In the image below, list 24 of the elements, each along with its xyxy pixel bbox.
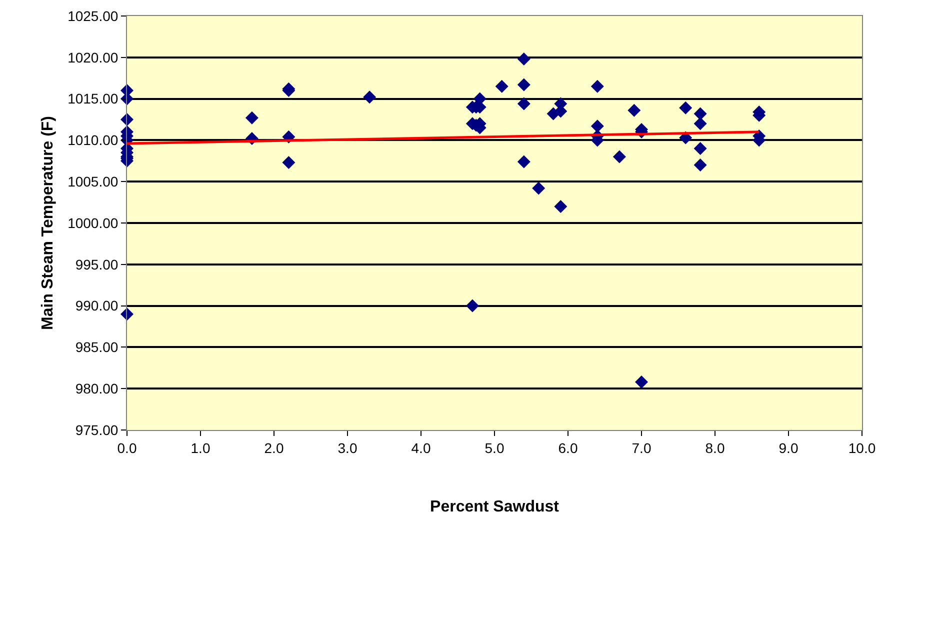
y-tick-label: 1010.00 [68, 132, 118, 148]
y-tick-label: 1020.00 [68, 49, 118, 66]
x-tick-label: 5.0 [484, 440, 504, 456]
y-tick-label: 980.00 [75, 380, 118, 396]
x-tick-label: 7.0 [632, 440, 652, 456]
y-tick-label: 990.00 [75, 298, 118, 314]
y-tick-label: 1025.00 [68, 8, 118, 24]
x-tick-label: 6.0 [558, 440, 578, 456]
x-tick-label: 4.0 [411, 440, 431, 456]
x-tick-label: 2.0 [264, 440, 284, 456]
y-axis-title: Main Steam Temperature (F) [39, 116, 56, 330]
x-tick-label: 1.0 [190, 440, 210, 456]
y-tick-label: 1015.00 [68, 90, 118, 107]
x-tick-label: 0.0 [117, 440, 137, 456]
y-tick-label: 985.00 [75, 339, 118, 356]
x-tick-label: 3.0 [338, 440, 358, 456]
x-tick-label: 9.0 [778, 440, 798, 456]
y-tick-label: 975.00 [75, 422, 118, 438]
x-tick-label: 10.0 [848, 440, 876, 456]
y-tick-label: 995.00 [75, 256, 118, 272]
x-axis-title: Percent Sawdust [430, 498, 560, 516]
y-tick-label: 1005.00 [68, 174, 118, 190]
x-tick-label: 8.0 [705, 440, 725, 456]
y-tick-label: 1000.00 [68, 214, 118, 231]
